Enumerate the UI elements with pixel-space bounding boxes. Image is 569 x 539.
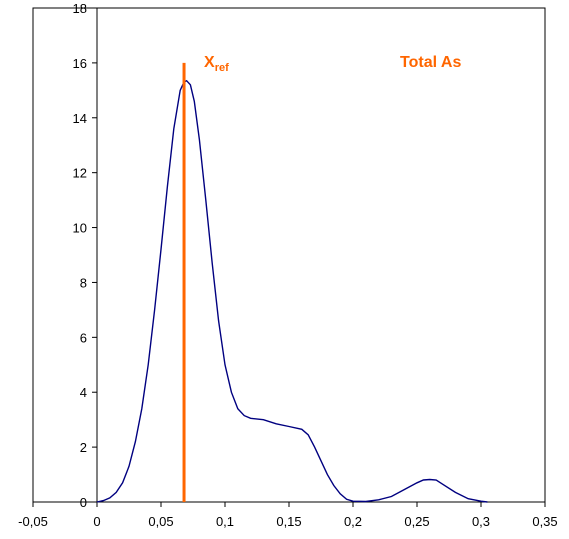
x-tick-label: -0,05: [18, 514, 48, 529]
density-curve: [97, 81, 487, 502]
y-tick-label: 0: [80, 495, 87, 510]
y-tick-label: 6: [80, 330, 87, 345]
x-tick-label: 0: [93, 514, 100, 529]
x-tick-label: 0,05: [148, 514, 173, 529]
x-tick-group: -0,05 0 0,05 0,1 0,15 0,2 0,25 0,3 0,35: [18, 502, 557, 529]
y-tick-label: 16: [73, 56, 87, 71]
reference-label-subscript: ref: [215, 62, 229, 74]
y-tick-label: 12: [73, 166, 87, 181]
y-tick-label: 8: [80, 275, 87, 290]
x-tick-label: 0,3: [472, 514, 490, 529]
x-tick-label: 0,35: [532, 514, 557, 529]
y-tick-label: 10: [73, 221, 87, 236]
y-tick-label: 2: [80, 440, 87, 455]
reference-label-main: X: [204, 54, 215, 71]
axes: [33, 8, 545, 502]
x-tick-label: 0,2: [344, 514, 362, 529]
x-tick-label: 0,1: [216, 514, 234, 529]
x-tick-label: 0,25: [404, 514, 429, 529]
x-tick-label: 0,15: [276, 514, 301, 529]
series-annotation: Total As: [400, 54, 461, 71]
y-tick-label: 18: [73, 1, 87, 16]
reference-line-label: Xref: [204, 54, 229, 74]
plot-frame: [33, 8, 545, 502]
y-tick-group: 0 2 4 6 8 10 12 14 16 18: [73, 1, 97, 510]
y-tick-label: 14: [73, 111, 87, 126]
y-tick-label: 4: [80, 385, 87, 400]
